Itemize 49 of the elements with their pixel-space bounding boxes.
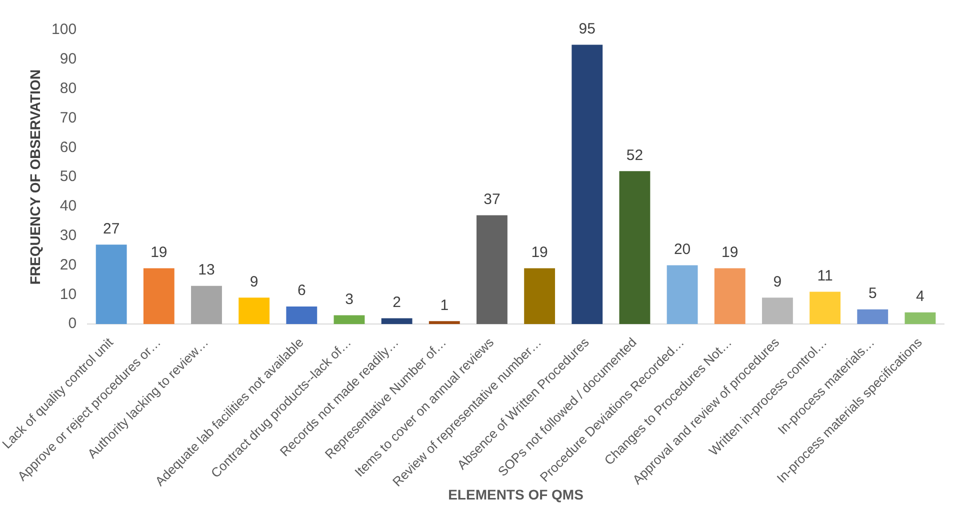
data-label: 19 (722, 244, 738, 261)
y-tick-label: 70 (60, 109, 77, 126)
y-tick-label: 10 (60, 286, 77, 303)
data-label: 9 (773, 273, 782, 290)
bar (714, 268, 746, 324)
bar (524, 268, 556, 324)
bar (762, 298, 793, 324)
bar (238, 298, 270, 324)
y-tick-label: 80 (60, 80, 77, 97)
bar (904, 312, 936, 324)
data-label: 2 (392, 294, 401, 311)
data-label: 13 (198, 262, 215, 278)
data-label: 27 (102, 220, 120, 238)
bar (381, 318, 412, 324)
x-axis-title: ELEMENTS OF QMS (448, 486, 584, 502)
y-tick-label: 20 (60, 256, 77, 274)
data-label: 3 (345, 290, 354, 308)
data-label: 37 (484, 190, 500, 208)
data-label: 11 (817, 267, 833, 284)
y-tick-label: 40 (60, 198, 77, 215)
data-label: 95 (578, 20, 596, 38)
y-tick-label: 100 (52, 21, 77, 38)
data-label: 20 (674, 240, 691, 258)
bar (191, 286, 222, 324)
bar (143, 268, 174, 324)
data-label: 19 (531, 244, 548, 261)
bar (810, 292, 841, 324)
data-label: 19 (150, 244, 168, 261)
bar (666, 265, 698, 324)
bar (619, 171, 650, 324)
bar (96, 244, 127, 324)
bar (428, 321, 460, 324)
bar (476, 215, 508, 324)
data-label: 5 (868, 285, 877, 302)
data-label: 6 (297, 282, 306, 300)
y-tick-label: 0 (68, 315, 77, 332)
bar (857, 309, 888, 324)
y-tick-label: 50 (60, 168, 77, 186)
bar (334, 315, 365, 324)
data-label: 52 (626, 146, 644, 164)
y-tick-label: 60 (60, 138, 77, 156)
y-tick-label: 90 (60, 50, 77, 68)
bar (286, 306, 318, 324)
bar (572, 44, 603, 324)
y-axis-title: FREQUENCY OF OBSERVATION (26, 69, 43, 285)
y-tick-label: 30 (60, 227, 77, 244)
data-label: 4 (916, 288, 924, 305)
data-label: 9 (250, 273, 258, 290)
data-label: 1 (440, 296, 449, 314)
